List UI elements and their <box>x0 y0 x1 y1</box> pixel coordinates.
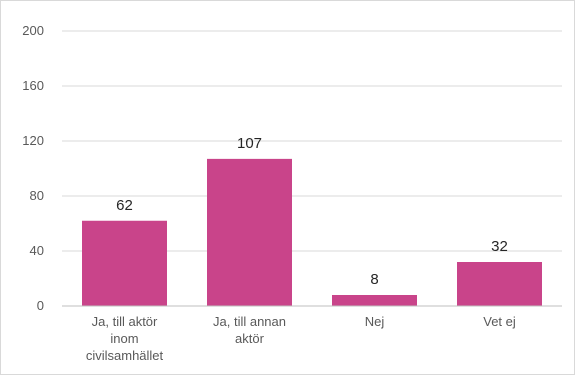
x-category-label-line: Nej <box>365 314 385 329</box>
bar <box>457 262 542 306</box>
y-tick-label: 40 <box>30 243 44 258</box>
x-category-label-line: civilsamhället <box>86 348 164 363</box>
x-category-label-line: Vet ej <box>483 314 516 329</box>
x-category-label: Ja, till annan aktör <box>213 314 286 346</box>
x-category-label-line: Ja, till aktör <box>92 314 158 329</box>
y-tick-label: 200 <box>22 23 44 38</box>
y-tick-label: 80 <box>30 188 44 203</box>
x-category-label-line: aktör <box>235 331 265 346</box>
gridlines <box>62 30 562 252</box>
data-label: 32 <box>491 238 508 255</box>
x-category-label-line: inom <box>110 331 138 346</box>
bars <box>82 158 542 306</box>
data-label: 8 <box>370 271 378 288</box>
x-category-label: Nej <box>365 314 385 329</box>
data-label: 62 <box>116 197 133 214</box>
x-category-label-line: Ja, till annan <box>213 314 286 329</box>
y-tick-label: 160 <box>22 78 44 93</box>
y-tick-label: 0 <box>37 298 44 313</box>
data-label: 107 <box>237 135 262 152</box>
bar <box>82 220 167 306</box>
bar <box>207 158 292 306</box>
y-axis-ticks: 0 40 80 120 160 200 <box>22 23 44 313</box>
x-category-label: Ja, till aktör inom civilsamhället <box>86 314 164 363</box>
x-category-label: Vet ej <box>483 314 516 329</box>
y-tick-label: 120 <box>22 133 44 148</box>
bar <box>332 295 417 306</box>
data-labels: 62 107 8 32 <box>116 135 508 288</box>
